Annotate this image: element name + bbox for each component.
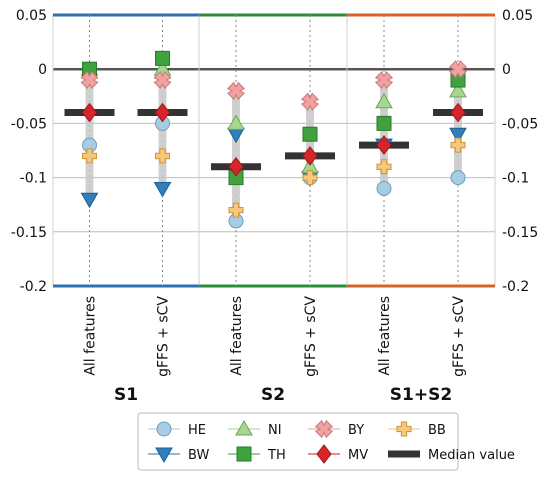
panel-title: S1	[114, 385, 138, 405]
legend-marker-ni	[235, 419, 253, 436]
legend-marker-mv	[316, 444, 332, 464]
marker-by	[226, 81, 246, 100]
legend-label: Median value	[428, 448, 515, 463]
panel-title: S2	[261, 385, 285, 405]
y-tick-label-left: -0.15	[11, 225, 47, 241]
marker-ni	[449, 81, 467, 98]
marker-th	[155, 50, 170, 66]
marker-th	[376, 115, 392, 131]
marker-bw	[80, 192, 99, 209]
marker-he	[450, 170, 466, 186]
marker-ni	[375, 92, 393, 109]
marker-bb	[376, 159, 392, 175]
marker-by	[80, 70, 99, 90]
marker-by	[374, 70, 394, 90]
x-tick-label: gFFS + sCV	[156, 296, 172, 377]
marker-by	[448, 60, 468, 79]
y-tick-label-right: 0	[502, 62, 511, 78]
x-tick-label: All features	[229, 296, 245, 376]
legend-marker-bw	[155, 447, 173, 464]
marker-mv	[228, 156, 244, 177]
marker-mv	[302, 146, 318, 166]
y-tick-label-left: -0.1	[20, 171, 47, 187]
marker-ni	[227, 114, 245, 130]
y-tick-label-right: -0.05	[502, 116, 538, 132]
x-tick-label: All features	[377, 296, 393, 376]
plot-area	[53, 15, 495, 286]
panel-title: S1+S2	[390, 385, 452, 405]
legend-marker-th	[236, 446, 252, 462]
legend-label: BW	[188, 448, 209, 463]
marker-by	[153, 70, 172, 90]
legend-label: TH	[267, 448, 286, 463]
marker-mv	[154, 102, 171, 123]
legend-box	[137, 412, 459, 471]
marker-bw	[153, 181, 172, 198]
marker-mv	[450, 102, 466, 123]
marker-by	[300, 92, 320, 111]
y-tick-label-right: -0.15	[502, 225, 538, 241]
y-tick-label-right: -0.2	[502, 279, 529, 295]
y-tick-label-left: 0.05	[16, 8, 47, 24]
x-tick-label: gFFS + sCV	[303, 296, 319, 377]
legend-label: HE	[188, 423, 206, 438]
y-tick-label-right: -0.1	[502, 171, 529, 187]
y-tick-label-left: -0.05	[11, 116, 47, 132]
legend-marker-bb	[396, 421, 412, 437]
legend-label: NI	[268, 423, 282, 438]
marker-bb	[155, 148, 170, 164]
marker-bb	[228, 202, 244, 218]
marker-bw	[449, 127, 467, 144]
marker-mv	[376, 135, 392, 155]
y-tick-label-right: 0.05	[502, 8, 533, 24]
marker-mv	[81, 102, 98, 123]
marker-bb	[450, 137, 466, 153]
marker-th	[302, 126, 318, 142]
x-tick-label: All features	[83, 296, 99, 376]
legend-label: MV	[348, 448, 368, 463]
y-tick-label-left: 0	[38, 62, 47, 78]
x-tick-label: gFFS + sCV	[451, 296, 467, 377]
legend-label: BY	[348, 423, 364, 438]
legend-marker-by	[314, 419, 334, 439]
marker-bb	[302, 170, 318, 186]
marker-he	[376, 180, 392, 196]
legend-label: BB	[428, 423, 446, 438]
marker-bb	[82, 148, 97, 164]
legend-marker-he	[156, 421, 172, 437]
y-tick-label-left: -0.2	[20, 279, 47, 295]
